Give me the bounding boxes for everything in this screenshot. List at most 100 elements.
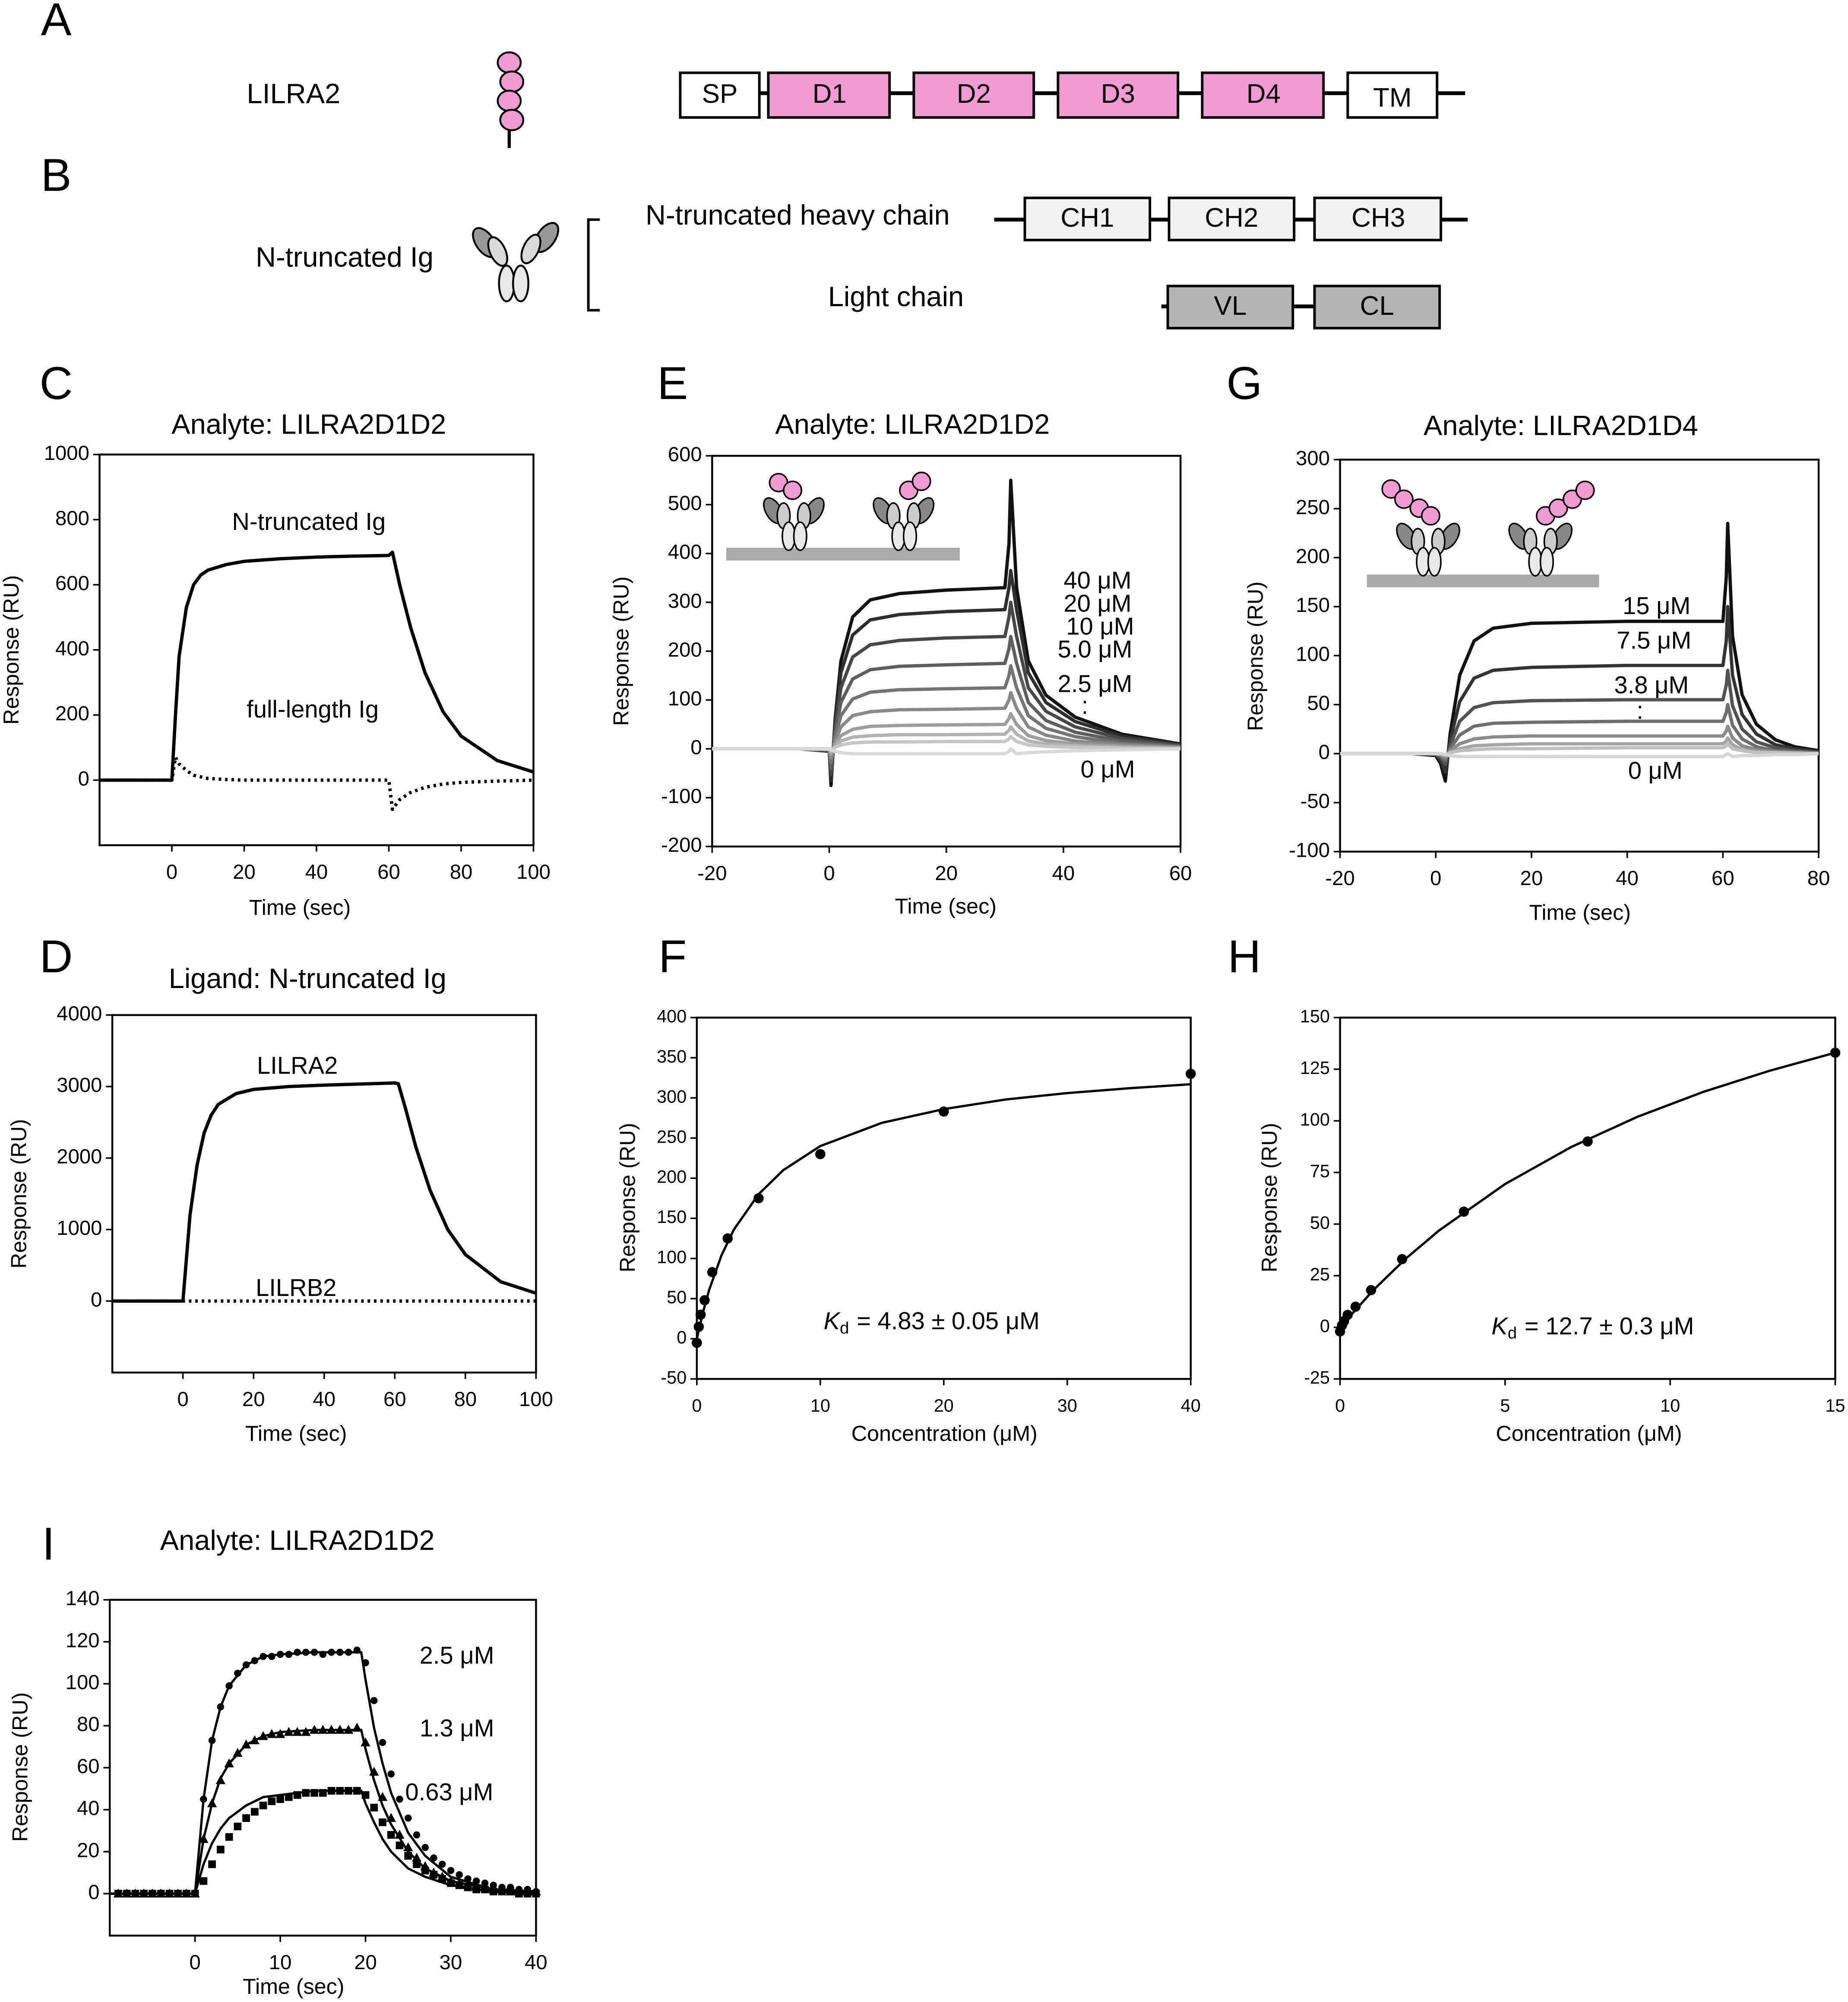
x-tick-label: -20	[697, 862, 727, 885]
point	[336, 1648, 344, 1656]
point	[1342, 1310, 1353, 1320]
series-line	[712, 635, 1181, 770]
domain-label: VL	[1214, 291, 1247, 321]
point	[1582, 1136, 1593, 1147]
y-tick-label: 20	[77, 1839, 100, 1862]
x-tick-label: 0	[166, 861, 177, 884]
point	[345, 1787, 352, 1795]
y-tick-label: 1000	[57, 1217, 102, 1240]
y-tick-label: -25	[1304, 1368, 1330, 1387]
series-label: 5.0 μM	[1058, 636, 1133, 663]
point	[456, 1871, 463, 1878]
plot-frame	[1339, 1017, 1836, 1380]
domain-label: TM	[1373, 83, 1412, 113]
point	[319, 1789, 327, 1797]
y-tick-label: 100	[1296, 643, 1330, 666]
point	[472, 1877, 480, 1885]
y-tick-label: 60	[77, 1755, 100, 1778]
y-tick-label: 125	[1300, 1058, 1330, 1078]
point	[396, 1796, 403, 1803]
x-tick-label: 0	[823, 862, 835, 885]
bracket	[587, 218, 600, 312]
protein-label: LILRA2	[247, 78, 340, 109]
series-label: 1.3 μM	[420, 1714, 494, 1742]
point	[515, 1890, 523, 1897]
point	[343, 1725, 354, 1734]
point	[319, 1650, 327, 1658]
domain-label: D4	[1247, 79, 1281, 109]
y-tick-label: 500	[668, 492, 702, 515]
point	[242, 1814, 250, 1822]
point	[191, 1890, 199, 1897]
y-tick-label: 0	[88, 1881, 99, 1904]
point	[421, 1844, 429, 1851]
point	[352, 1723, 362, 1732]
y-tick-label: 40	[77, 1797, 100, 1820]
x-axis-label: Concentration (μM)	[851, 1422, 1038, 1446]
y-tick-label: 400	[657, 1006, 687, 1026]
series-label: N-truncated Ig	[232, 508, 386, 535]
panel-label: G	[1227, 358, 1263, 409]
kd-symbol: K	[824, 1307, 841, 1334]
point	[1185, 1068, 1196, 1079]
fit-line	[696, 1083, 1191, 1339]
x-tick-label: 10	[810, 1396, 830, 1416]
y-axis-label: Response (RU)	[1257, 1123, 1282, 1272]
point	[361, 1737, 370, 1747]
series-label: full-length Ig	[247, 696, 379, 723]
point	[353, 1787, 361, 1795]
fit-line	[110, 1651, 536, 1895]
point	[404, 1814, 412, 1822]
point	[361, 1791, 370, 1799]
point	[285, 1650, 293, 1658]
point	[692, 1337, 702, 1348]
kd-subscript: d	[840, 1319, 849, 1337]
point	[293, 1791, 301, 1799]
y-axis-label: Response (RU)	[615, 1123, 639, 1272]
y-tick-label: -100	[661, 785, 702, 808]
panel-label: B	[41, 149, 72, 201]
y-axis-label: Response (RU)	[1244, 582, 1268, 731]
panel-label: C	[40, 358, 73, 409]
panel-label: A	[41, 0, 72, 45]
series-line	[99, 755, 534, 811]
series-line	[712, 664, 1181, 764]
x-axis-label: Concentration (μM)	[1496, 1422, 1682, 1446]
point	[224, 1758, 234, 1768]
point	[411, 1853, 422, 1862]
point	[938, 1106, 949, 1117]
chain-label: N-truncated heavy chain	[646, 199, 950, 231]
point	[455, 1881, 463, 1889]
kd-value: = 4.83 ± 0.05 μM	[857, 1307, 1040, 1334]
point	[369, 1767, 379, 1776]
point	[1459, 1207, 1469, 1217]
point	[225, 1833, 233, 1841]
series-label: 0 μM	[1081, 756, 1135, 783]
x-axis-label: Time (sec)	[1529, 900, 1631, 925]
inset-cartoon	[726, 472, 960, 561]
y-tick-label: 250	[1296, 496, 1330, 519]
point	[242, 1661, 250, 1669]
y-tick-label: 140	[66, 1587, 100, 1610]
x-tick-label: 20	[1520, 867, 1543, 890]
chart-title: Analyte: LILRA2D1D2	[775, 409, 1050, 440]
point	[353, 1647, 361, 1654]
series-line	[1340, 605, 1819, 774]
point	[250, 1735, 260, 1745]
series-label: 2.5 μM	[420, 1642, 494, 1669]
y-tick-label: 3000	[57, 1074, 102, 1097]
y-tick-label: 200	[1296, 545, 1330, 568]
point	[302, 1789, 310, 1797]
series-line	[712, 712, 1181, 756]
point	[326, 1725, 336, 1734]
point	[403, 1842, 413, 1852]
series-label: 0 μM	[1628, 757, 1683, 784]
fit-line	[110, 1790, 536, 1895]
domain-boxes	[1023, 196, 1443, 241]
point	[379, 1739, 386, 1746]
point	[362, 1659, 369, 1666]
y-tick-label: 0	[91, 1288, 102, 1311]
point	[386, 1813, 396, 1822]
point	[207, 1798, 217, 1807]
